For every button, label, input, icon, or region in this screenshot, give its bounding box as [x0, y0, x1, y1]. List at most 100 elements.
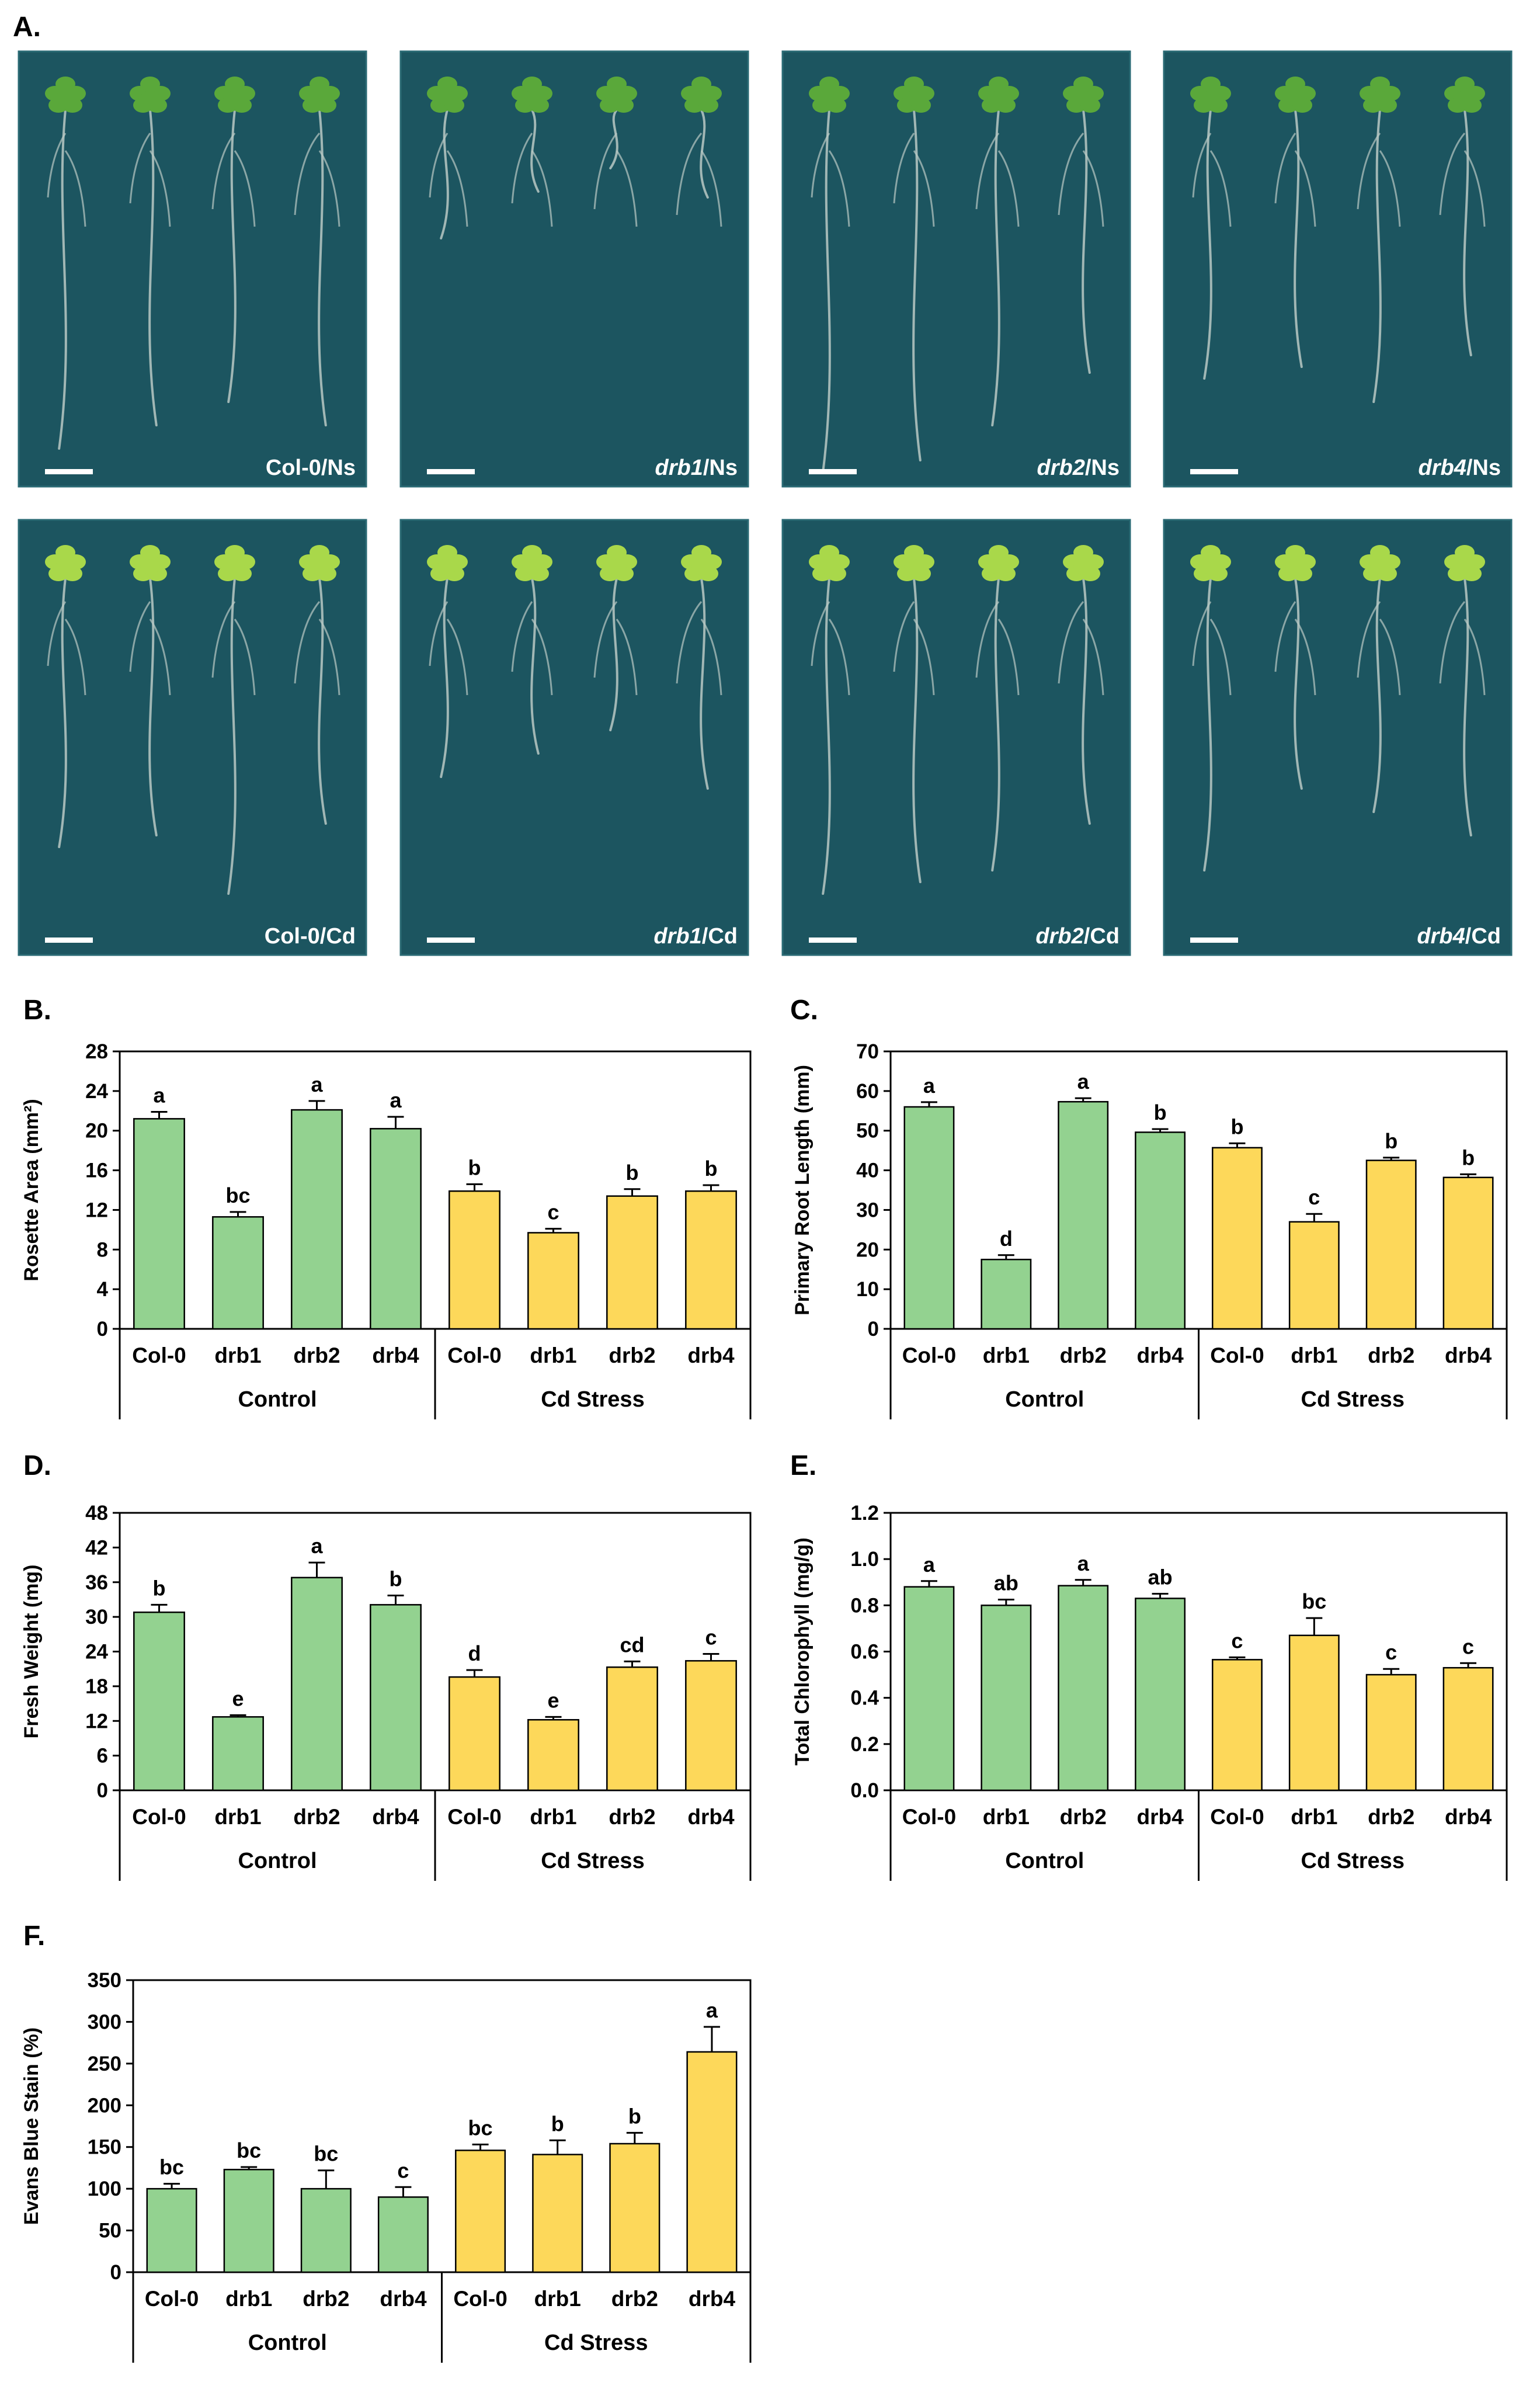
category-label: Col-0: [1210, 1805, 1264, 1829]
bar: [1442, 1666, 1494, 1791]
category-label: drb2: [609, 1805, 655, 1829]
lateral-root: [211, 133, 236, 210]
category-label: Col-0: [447, 1343, 502, 1367]
root: [912, 109, 922, 461]
significance-letter: a: [311, 1534, 323, 1558]
y-axis-title: Primary Root Length (mm): [791, 1065, 814, 1315]
y-tick-label: 12: [85, 1199, 108, 1221]
rosette: [1275, 77, 1316, 113]
y-tick-label: 8: [97, 1238, 108, 1261]
root: [530, 109, 540, 193]
bar: [532, 2154, 583, 2273]
photo-panel: Col-0/Ns: [18, 50, 367, 488]
lateral-root: [1058, 133, 1084, 216]
bar: [212, 1216, 264, 1330]
lateral-root: [318, 150, 340, 227]
significance-letter: ab: [1148, 1565, 1173, 1589]
lateral-root: [1439, 133, 1466, 216]
root: [822, 109, 831, 473]
y-tick-label: 10: [856, 1278, 879, 1301]
y-tick-label: 16: [85, 1159, 108, 1182]
lateral-root: [511, 601, 533, 672]
photo-label-genotype: drb4: [1417, 924, 1465, 949]
y-tick-label: 70: [856, 1040, 879, 1063]
lateral-root: [47, 601, 67, 666]
y-tick-label: 50: [99, 2220, 121, 2242]
category-label: drb4: [1445, 1343, 1492, 1367]
rosette: [681, 545, 722, 581]
root: [1082, 109, 1091, 374]
category-label: drb4: [1136, 1805, 1184, 1829]
lateral-root: [1209, 150, 1232, 227]
photo-panel: drb1/Cd: [399, 519, 749, 956]
group-label: Control: [238, 1849, 317, 1873]
root: [700, 109, 709, 199]
category-label: drb4: [687, 1343, 735, 1367]
root: [1294, 109, 1303, 368]
category-label: Col-0: [902, 1805, 957, 1829]
chart-panel: C. 0 10 20 30 40 50 60 70 Primary Root Length (mm…: [790, 995, 1508, 1419]
scale-bar: [427, 937, 475, 943]
significance-letter: a: [923, 1074, 936, 1098]
y-tick-label: 0.2: [850, 1733, 879, 1756]
lateral-root: [700, 150, 722, 227]
bar: [685, 1660, 737, 1791]
bar: [981, 1259, 1032, 1330]
rosette: [299, 77, 340, 113]
root: [227, 577, 237, 895]
y-tick-label: 18: [85, 1675, 108, 1698]
category-label: drb1: [530, 1805, 576, 1829]
root: [1203, 109, 1212, 380]
y-axis-title: Evans Blue Stain (%): [20, 2027, 43, 2225]
photo-label-genotype: drb2: [1035, 924, 1083, 949]
bar: [1288, 1221, 1340, 1330]
bar: [1058, 1100, 1109, 1330]
lateral-root: [1209, 619, 1232, 696]
photo-label: drb2/Cd: [1035, 924, 1120, 949]
plate-background: [781, 519, 1131, 956]
significance-letter: b: [705, 1157, 718, 1180]
rosette: [1444, 545, 1485, 581]
plate-background: [399, 519, 749, 956]
significance-letter: c: [397, 2158, 409, 2182]
category-label: drb1: [1291, 1805, 1337, 1829]
chart-panel: E. 0.0 0.2 0.4 0.6 0.8 1.0 1.2 Total Chlorophyll…: [790, 1450, 1508, 1881]
bar: [370, 1604, 422, 1791]
significance-letter: a: [1077, 1070, 1090, 1093]
y-tick-label: 6: [97, 1745, 108, 1768]
significance-letter: a: [923, 1553, 936, 1577]
significance-letter: b: [628, 2104, 641, 2128]
y-tick-label: 24: [85, 1080, 108, 1103]
chart-panel: F. 0 50 100 150 200 250 300 350 Evans Blue Stain …: [20, 1921, 752, 2363]
bar: [606, 1666, 658, 1791]
panel-letter: E.: [790, 1450, 816, 1481]
group-label: Cd Stress: [544, 2331, 648, 2355]
bar: [300, 2187, 352, 2273]
significance-letter: c: [705, 1625, 717, 1649]
lateral-root: [1082, 619, 1104, 696]
bar: [1058, 1585, 1109, 1791]
bar: [981, 1605, 1032, 1791]
lateral-root: [593, 601, 618, 678]
bar: [1365, 1673, 1417, 1791]
significance-letter: c: [1308, 1185, 1320, 1209]
scale-bar: [45, 469, 93, 474]
significance-letter: bc: [314, 2142, 338, 2166]
bar: [685, 1190, 737, 1330]
photo-label-treatment: /Cd: [702, 924, 738, 949]
y-tick-label: 0.4: [850, 1687, 879, 1710]
lateral-root: [1379, 150, 1401, 227]
rosette: [1063, 77, 1104, 113]
root: [148, 577, 158, 836]
lateral-root: [828, 150, 850, 227]
significance-letter: a: [1077, 1551, 1090, 1575]
root: [991, 577, 1000, 871]
bar: [1135, 1131, 1186, 1330]
photo-label-treatment: /Cd: [1465, 924, 1501, 949]
category-label: drb1: [983, 1343, 1030, 1367]
y-tick-label: 36: [85, 1571, 108, 1594]
category-label: Col-0: [447, 1805, 502, 1829]
bar: [223, 2169, 274, 2273]
scale-bar: [1190, 469, 1238, 474]
